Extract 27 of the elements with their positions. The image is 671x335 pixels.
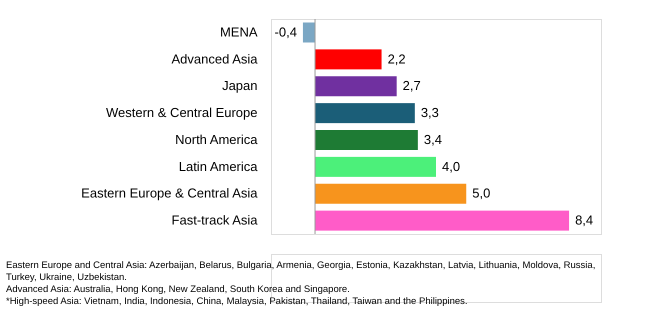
- text: *High-speed Asia: Vietnam, India, Indonesia, China, Malaysia, Pakistan, Thailand, Taiwan and the Philippines.: [6, 296, 468, 307]
- y-tick-label: Latin America: [178, 158, 258, 174]
- bar: [315, 184, 466, 204]
- bar: [315, 76, 397, 96]
- bar: [302, 22, 316, 42]
- bar: [315, 156, 436, 177]
- data-label: -0,4: [274, 24, 297, 40]
- bar: [315, 49, 382, 70]
- bar: [315, 103, 415, 124]
- data-label: 3,3: [420, 105, 439, 120]
- data-label: 5,0: [472, 186, 490, 201]
- text: Advanced Asia: Australia, Hong Kong, New Zealand, South Korea and Singapore.: [6, 284, 350, 295]
- y-tick-label: Fast-track Asia: [172, 212, 258, 228]
- y-tick-label: Western & Central Europe: [106, 105, 258, 120]
- data-label: 2,2: [388, 51, 406, 66]
- data-label: 4,0: [442, 158, 460, 174]
- y-tick-label: Advanced Asia: [171, 51, 258, 66]
- data-label: 8,4: [575, 212, 594, 228]
- bar: [315, 210, 570, 231]
- y-tick-label: MENA: [220, 24, 258, 40]
- data-label: 2,7: [402, 78, 421, 94]
- data-label: 3,4: [424, 132, 442, 147]
- y-tick-label: North America: [175, 132, 258, 147]
- bar: [315, 130, 418, 150]
- text: Eastern Europe and Central Asia: Azerbaijan, Belarus, Bulgaria, Armenia, Georgia, Estonia, Kazakhstan, Latvia, Lithuania, Moldova, Russia, Turkey, Ukraine, Uzbekistan.: [6, 260, 596, 283]
- y-tick-label: Eastern Europe & Central Asia: [81, 186, 258, 201]
- y-tick-label: Japan: [222, 78, 258, 94]
